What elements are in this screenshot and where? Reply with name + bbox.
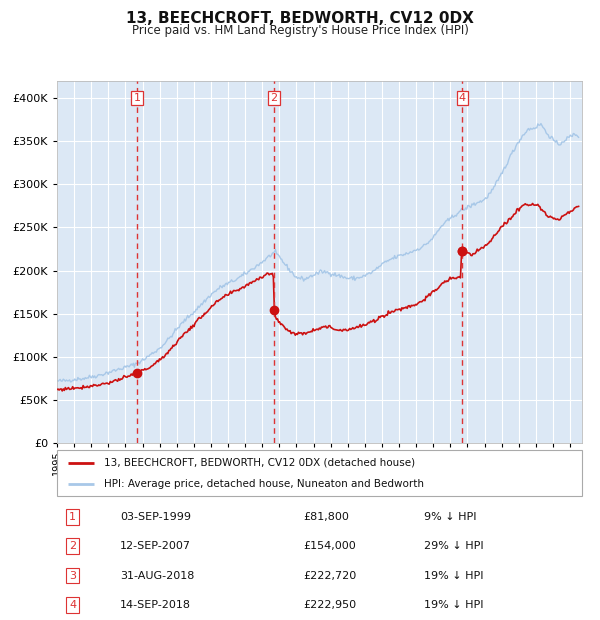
Text: 2: 2 (271, 93, 278, 103)
Text: 31-AUG-2018: 31-AUG-2018 (120, 570, 194, 581)
Text: 03-SEP-1999: 03-SEP-1999 (120, 512, 191, 522)
Text: 4: 4 (459, 93, 466, 103)
Text: 14-SEP-2018: 14-SEP-2018 (120, 600, 191, 610)
FancyBboxPatch shape (57, 450, 582, 496)
Text: 19% ↓ HPI: 19% ↓ HPI (425, 600, 484, 610)
Text: 12-SEP-2007: 12-SEP-2007 (120, 541, 191, 551)
Text: £154,000: £154,000 (304, 541, 356, 551)
Text: 2: 2 (69, 541, 76, 551)
Text: 4: 4 (69, 600, 76, 610)
Text: 13, BEECHCROFT, BEDWORTH, CV12 0DX (detached house): 13, BEECHCROFT, BEDWORTH, CV12 0DX (deta… (104, 458, 415, 467)
Text: 29% ↓ HPI: 29% ↓ HPI (425, 541, 484, 551)
Text: 19% ↓ HPI: 19% ↓ HPI (425, 570, 484, 581)
Text: 1: 1 (69, 512, 76, 522)
Text: HPI: Average price, detached house, Nuneaton and Bedworth: HPI: Average price, detached house, Nune… (104, 479, 424, 489)
Text: £222,950: £222,950 (304, 600, 357, 610)
Text: £222,720: £222,720 (304, 570, 357, 581)
Text: £81,800: £81,800 (304, 512, 350, 522)
Text: Price paid vs. HM Land Registry's House Price Index (HPI): Price paid vs. HM Land Registry's House … (131, 24, 469, 37)
Text: 13, BEECHCROFT, BEDWORTH, CV12 0DX: 13, BEECHCROFT, BEDWORTH, CV12 0DX (126, 11, 474, 26)
Text: 1: 1 (133, 93, 140, 103)
Text: 3: 3 (69, 570, 76, 581)
Text: 9% ↓ HPI: 9% ↓ HPI (425, 512, 477, 522)
